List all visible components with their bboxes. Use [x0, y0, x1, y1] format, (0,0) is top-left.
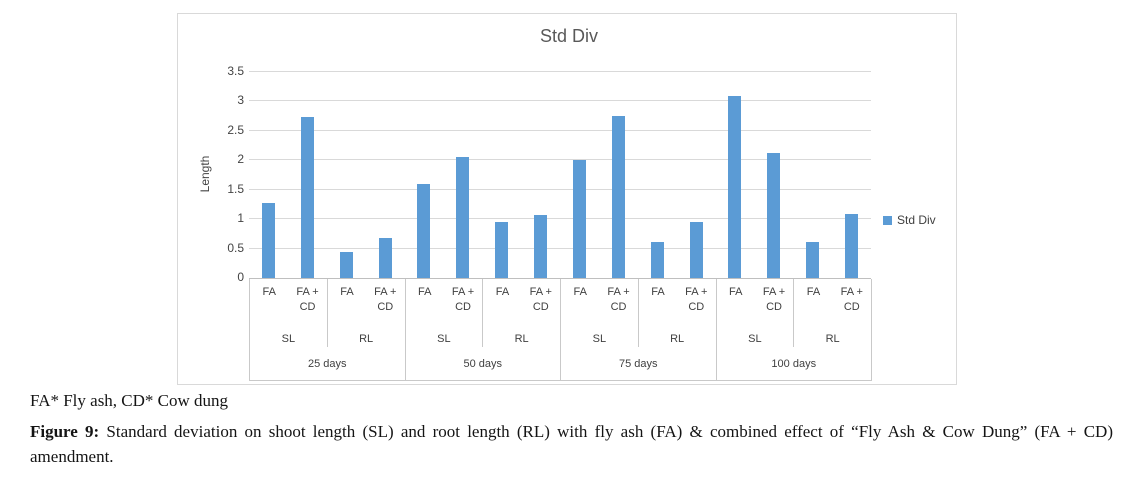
bar-labels: FA FA + CD — [406, 279, 483, 315]
subgroup-label-rl: RL — [514, 333, 529, 345]
figure-text: Figure 9: Standard deviation on shoot le… — [30, 419, 1113, 469]
subgroup-cell-50-days-sl: FA FA + CD SL — [404, 279, 483, 347]
legend-swatch-icon — [883, 215, 892, 225]
y-tick-label-1.5: 1.5 — [227, 181, 244, 196]
bar-label-fa-cd: FA + CD — [296, 286, 319, 313]
bar-label-fa-cd: FA + CD — [529, 286, 552, 313]
bar-100-days-rl-fa-cd — [845, 214, 859, 278]
bar-labels: FA FA + CD — [561, 279, 638, 315]
subgroup-label-rl: RL — [359, 333, 374, 345]
bar-75-days-sl-fa-cd — [611, 115, 625, 278]
bar-label-fa: FA — [262, 286, 276, 298]
bar-100-days-sl-fa-cd — [767, 153, 781, 278]
subgroup-label-sl: SL — [592, 333, 607, 345]
bar-25-days-sl-fa — [261, 203, 275, 278]
gridline-1.5 — [249, 188, 871, 190]
bar-label-fa: FA — [728, 286, 743, 298]
subgroup-label-rl: RL — [670, 333, 685, 345]
bar-labels: FA FA + CD — [328, 279, 405, 315]
bar-label-fa-cd: FA + CD — [762, 286, 786, 313]
figure-description: Standard deviation on shoot length (SL) … — [30, 422, 1113, 466]
bar-75-days-rl-fa-cd — [689, 222, 703, 278]
figure-label: Figure 9: — [30, 422, 100, 441]
bar-label-fa: FA — [573, 286, 587, 298]
plot-area — [249, 71, 871, 279]
y-tick-label-3: 3 — [237, 93, 244, 108]
x-axis-day-tier: 25 days 50 days 75 days 100 days — [249, 347, 872, 381]
bar-label-fa-cd: FA + CD — [685, 286, 708, 313]
figure-caption: FA* Fly ash, CD* Cow dung Figure 9: Stan… — [30, 391, 1113, 469]
abbreviation-note: FA* Fly ash, CD* Cow dung — [30, 391, 229, 410]
bar-labels: FA FA + CD — [250, 279, 327, 315]
gridline-2 — [249, 159, 871, 161]
x-axis-subgroup-tier: FA FA + CD SL FA FA + CD RL FA FA + CD SL FA FA + … — [249, 279, 872, 347]
subgroup-cell-75-days-sl: FA FA + CD SL — [560, 279, 638, 347]
subgroup-cell-100-days-rl: FA FA + CD RL — [793, 279, 871, 347]
day-cell-100-days: 100 days — [715, 347, 872, 380]
y-tick-label-0.5: 0.5 — [227, 240, 244, 255]
bar-labels: FA FA + CD — [639, 279, 716, 315]
subgroup-label-sl: SL — [437, 333, 451, 345]
bar-label-fa-cd: FA + CD — [374, 286, 397, 313]
bar-label-fa: FA — [340, 286, 354, 298]
subgroup-label-rl: RL — [825, 333, 840, 345]
bar-50-days-sl-fa-cd — [456, 156, 470, 278]
bar-label-fa: FA — [651, 286, 665, 298]
day-cell-75-days: 75 days — [560, 347, 716, 380]
day-cell-25-days: 25 days — [249, 347, 405, 380]
bar-label-fa: FA — [495, 286, 510, 298]
bar-50-days-sl-fa — [417, 184, 431, 278]
y-tick-label-1: 1 — [237, 211, 244, 226]
subgroup-label-sl: SL — [748, 333, 762, 345]
bar-50-days-rl-fa — [495, 222, 509, 278]
bar-25-days-sl-fa-cd — [300, 117, 314, 278]
y-tick-label-3.5: 3.5 — [227, 64, 244, 78]
gridline-3.5 — [249, 71, 871, 72]
legend-label: Std Div — [897, 213, 936, 227]
subgroup-label-sl: SL — [281, 333, 296, 345]
gridline-3 — [249, 100, 871, 102]
bar-label-fa: FA — [806, 286, 821, 298]
bar-label-fa-cd: FA + CD — [607, 286, 630, 313]
subgroup-cell-75-days-rl: FA FA + CD RL — [637, 279, 716, 347]
bar-100-days-sl-fa — [728, 96, 742, 278]
chart-title: Std Div — [539, 26, 599, 46]
subgroup-cell-25-days-rl: FA FA + CD RL — [326, 279, 405, 347]
subgroup-cell-100-days-sl: FA FA + CD SL — [715, 279, 794, 347]
bar-labels: FA FA + CD — [794, 279, 871, 315]
gridline-0.5 — [249, 247, 871, 249]
legend: Std Div — [883, 213, 936, 227]
day-cell-50-days: 50 days — [404, 347, 561, 380]
y-tick-label-2.5: 2.5 — [227, 122, 244, 137]
gridline-1 — [249, 218, 871, 220]
bar-25-days-rl-fa — [339, 251, 353, 278]
bar-75-days-rl-fa — [650, 242, 664, 278]
subgroup-cell-25-days-sl: FA FA + CD SL — [249, 279, 327, 347]
bar-labels: FA FA + CD — [483, 279, 560, 315]
bar-75-days-sl-fa — [572, 159, 586, 278]
bar-label-fa-cd: FA + CD — [840, 286, 863, 313]
chart: Std Div Length Std Div FA FA + CD SL FA FA +… — [177, 13, 957, 385]
bar-50-days-rl-fa-cd — [534, 215, 548, 278]
subgroup-cell-50-days-rl: FA FA + CD RL — [482, 279, 560, 347]
bar-label-fa: FA — [417, 286, 432, 298]
bar-label-fa-cd: FA + CD — [451, 286, 475, 313]
bar-100-days-rl-fa — [806, 241, 820, 278]
bar-25-days-rl-fa-cd — [378, 238, 392, 278]
y-tick-label-0: 0 — [237, 270, 244, 284]
gridline-2.5 — [249, 129, 871, 131]
y-tick-label-2: 2 — [237, 152, 244, 167]
bar-labels: FA FA + CD — [717, 279, 794, 315]
